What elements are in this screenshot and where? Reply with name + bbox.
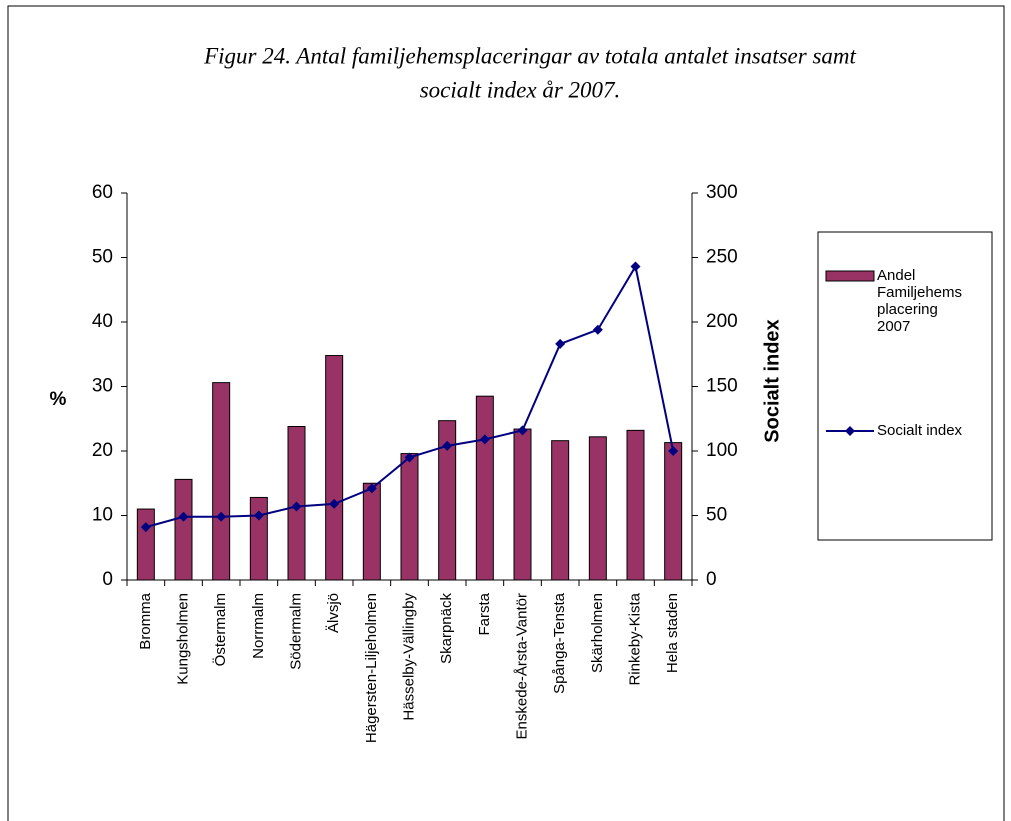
x-tick-label: Kungsholmen <box>174 593 191 685</box>
y-tick-label: 40 <box>92 311 113 332</box>
bar <box>513 428 532 581</box>
marker <box>517 425 528 436</box>
marker <box>253 510 264 521</box>
marker <box>404 452 415 463</box>
y2-tick-label: 300 <box>706 182 738 203</box>
y-axis-label: % <box>50 389 67 410</box>
legend-item: Socialt index <box>877 422 963 439</box>
x-tick-label: Rinkeby-Kista <box>626 592 643 685</box>
y-tick-label: 0 <box>102 569 113 590</box>
marker <box>479 434 490 445</box>
x-tick-label: Farsta <box>476 592 493 635</box>
marker <box>216 511 227 522</box>
bar <box>438 420 457 581</box>
x-tick-label: Spånga-Tensta <box>551 592 568 694</box>
y2-tick-label: 100 <box>706 440 738 461</box>
x-tick-label: Bromma <box>137 592 154 649</box>
bar <box>588 436 607 581</box>
bar <box>136 508 155 581</box>
bar <box>249 496 268 581</box>
bar <box>174 478 193 581</box>
bar <box>362 482 381 581</box>
bar <box>551 440 570 581</box>
x-tick-label: Skarpnäck <box>438 593 455 664</box>
marker <box>555 338 566 349</box>
y-tick-label: 50 <box>92 247 113 268</box>
y-tick-label: 30 <box>92 376 113 397</box>
y-tick-label: 60 <box>92 182 113 203</box>
x-tick-label: Östermalm <box>211 593 229 666</box>
legend-item: Andel Familjehems placering 2007 <box>877 267 963 335</box>
y2-axis-label: Socialt index <box>761 319 783 442</box>
x-tick-label: Södermalm <box>287 593 304 670</box>
chart-title: socialt index år 2007. <box>420 77 621 102</box>
y2-tick-label: 150 <box>706 376 738 397</box>
y2-tick-label: 250 <box>706 247 738 268</box>
marker <box>592 324 603 335</box>
legend-marker <box>845 426 855 436</box>
bar <box>400 453 419 581</box>
chart-title: Figur 24. Antal familjehemsplaceringar a… <box>203 43 856 68</box>
marker <box>630 261 641 272</box>
bar <box>325 355 344 581</box>
marker <box>442 440 453 451</box>
x-tick-label: Älvsjö <box>325 593 342 633</box>
marker <box>668 446 679 456</box>
x-tick-label: Hela staden <box>664 593 681 673</box>
y2-tick-label: 50 <box>706 505 727 526</box>
bar <box>475 395 494 581</box>
marker <box>291 501 302 512</box>
x-tick-label: Enskede-Årsta-Vantör <box>513 593 530 739</box>
x-tick-label: Skärholmen <box>589 593 606 673</box>
bar <box>212 382 231 581</box>
marker <box>178 511 189 522</box>
legend <box>817 231 993 541</box>
x-tick-label: Hägersten-Liljeholmen <box>363 593 380 743</box>
legend-swatch <box>825 270 875 282</box>
marker <box>366 483 377 494</box>
y-tick-label: 10 <box>92 505 113 526</box>
legend-label: Andel Familjehems placering 2007 <box>877 267 963 335</box>
marker <box>140 522 151 533</box>
y2-tick-label: 0 <box>706 569 717 590</box>
x-tick-label: Norrmalm <box>250 593 267 659</box>
y-tick-label: 20 <box>92 440 113 461</box>
marker <box>329 498 340 509</box>
x-tick-label: Hässelby-Vällingby <box>400 593 417 721</box>
frame <box>7 5 1005 821</box>
bar <box>664 442 683 581</box>
y2-tick-label: 200 <box>706 311 738 332</box>
legend-label: Socialt index <box>877 422 963 439</box>
bar <box>626 429 645 581</box>
